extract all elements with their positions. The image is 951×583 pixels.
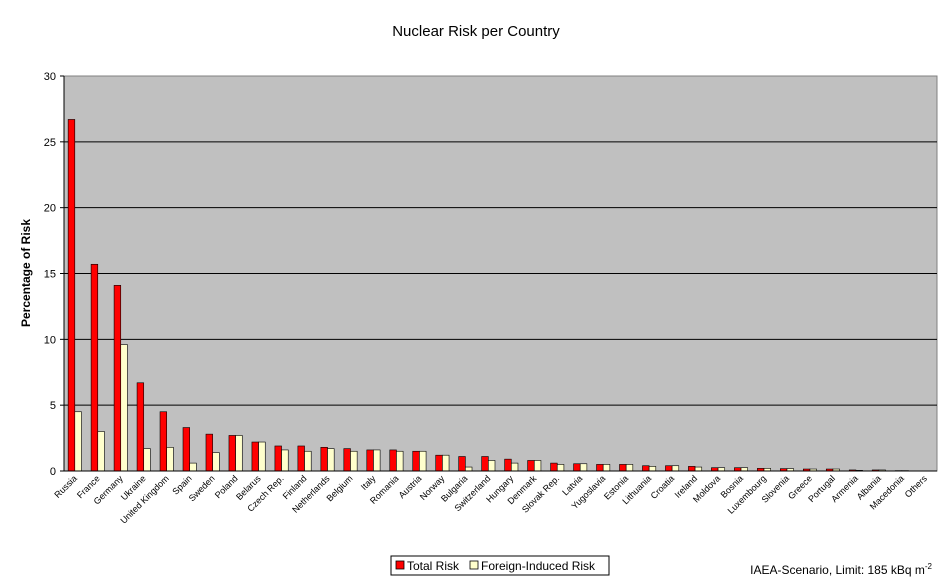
legend-label-foreign-induced-risk: Foreign-Induced Risk — [481, 559, 596, 573]
bar-foreign-induced-risk-belgium — [350, 450, 358, 472]
bar-foreign-induced-risk-switzerland — [488, 460, 496, 472]
y-tick-label-25: 25 — [44, 137, 56, 149]
bar-foreign-induced-risk-norway — [442, 454, 450, 472]
y-axis-title: Percentage of Risk — [19, 219, 33, 327]
bar-foreign-induced-risk-austria — [419, 450, 427, 472]
bar-foreign-induced-risk-belarus — [258, 441, 266, 472]
bar-total-risk-denmark — [527, 460, 535, 472]
legend-swatch-total-risk — [395, 560, 405, 570]
x-tick-label-russia: Russia — [52, 473, 79, 500]
y-axis-ticks: 0 5 10 15 20 25 30 — [44, 71, 64, 478]
legend-label-total-risk: Total Risk — [407, 559, 460, 573]
bar-foreign-induced-risk-netherlands — [327, 448, 335, 472]
y-tick-label-0: 0 — [50, 466, 56, 478]
bar-total-risk-latvia — [573, 463, 581, 472]
bar-foreign-induced-risk-latvia — [579, 463, 588, 472]
y-tick-label-15: 15 — [44, 269, 56, 281]
bar-foreign-induced-risk-bulgaria — [465, 466, 473, 472]
bar-total-risk-france — [90, 263, 99, 472]
bar-foreign-induced-risk-sweden — [212, 452, 220, 472]
bar-foreign-induced-risk-lithuania — [648, 466, 657, 472]
bar-foreign-induced-risk-ireland — [694, 466, 703, 472]
scenario-note-text: IAEA-Scenario, Limit: 185 kBq m — [750, 563, 925, 577]
bar-foreign-induced-risk-finland — [304, 450, 312, 472]
scenario-note-superscript: -2 — [925, 562, 933, 571]
bar-total-risk-norway — [435, 454, 443, 472]
bar-foreign-induced-risk-yugoslavia — [602, 464, 611, 472]
bar-total-risk-russia — [67, 119, 76, 472]
bar-total-risk-bulgaria — [458, 456, 466, 472]
scenario-note: IAEA-Scenario, Limit: 185 kBq m-2 — [750, 562, 932, 577]
legend-box — [390, 555, 610, 576]
legend-swatch-foreign-induced-risk — [469, 560, 479, 570]
bar-foreign-induced-risk-romania — [396, 450, 404, 472]
bar-total-risk-united-kingdom — [159, 411, 167, 472]
bar-total-risk-austria — [412, 450, 420, 472]
legend: Total Risk Foreign-Induced Risk — [390, 555, 610, 576]
bar-total-risk-sweden — [205, 433, 213, 472]
bar-total-risk-switzerland — [481, 456, 489, 472]
bar-total-risk-slovak-rep- — [550, 462, 558, 472]
bar-total-risk-romania — [389, 449, 397, 472]
bar-foreign-induced-risk-estonia — [625, 464, 634, 472]
bar-foreign-induced-risk-poland — [235, 435, 243, 472]
bar-total-risk-netherlands — [320, 446, 328, 472]
y-tick-label-30: 30 — [44, 71, 56, 83]
bar-foreign-induced-risk-czech-rep- — [281, 449, 289, 472]
y-tick-label-10: 10 — [44, 334, 56, 346]
bar-total-risk-estonia — [619, 464, 627, 472]
bar-total-risk-germany — [113, 285, 122, 472]
chart-title: Nuclear Risk per Country — [392, 23, 560, 40]
bar-total-risk-czech-rep- — [274, 445, 282, 472]
bar-total-risk-belgium — [343, 448, 351, 472]
x-tick-label-croatia: Croatia — [649, 473, 677, 501]
bar-foreign-induced-risk-russia — [74, 411, 82, 472]
x-tick-label-others: Others — [903, 473, 930, 500]
bar-foreign-induced-risk-germany — [120, 344, 128, 472]
bar-foreign-induced-risk-denmark — [533, 460, 542, 472]
bar-foreign-induced-risk-france — [97, 431, 105, 472]
y-tick-label-5: 5 — [50, 400, 56, 412]
bar-total-risk-hungary — [504, 458, 512, 472]
bar-total-risk-ukraine — [136, 382, 145, 472]
bar-total-risk-spain — [182, 427, 190, 472]
bar-total-risk-ireland — [688, 466, 696, 472]
bar-total-risk-poland — [228, 435, 236, 472]
bar-total-risk-lithuania — [642, 465, 650, 472]
bars — [67, 119, 909, 472]
bar-total-risk-croatia — [665, 465, 673, 472]
bar-total-risk-italy — [366, 449, 374, 472]
bar-foreign-induced-risk-italy — [373, 449, 381, 472]
bar-foreign-induced-risk-hungary — [510, 462, 519, 472]
bar-foreign-induced-risk-slovak-rep- — [556, 464, 565, 472]
x-tick-label-italy: Italy — [359, 473, 378, 492]
bar-foreign-induced-risk-united-kingdom — [166, 446, 174, 472]
grid-lines — [64, 141, 937, 406]
bar-foreign-induced-risk-ukraine — [143, 448, 151, 472]
y-tick-label-20: 20 — [44, 203, 56, 215]
bar-foreign-induced-risk-croatia — [671, 465, 680, 472]
bar-foreign-induced-risk-spain — [189, 462, 197, 472]
bar-total-risk-finland — [297, 445, 305, 472]
bar-total-risk-yugoslavia — [596, 464, 604, 472]
bar-total-risk-belarus — [251, 441, 259, 472]
